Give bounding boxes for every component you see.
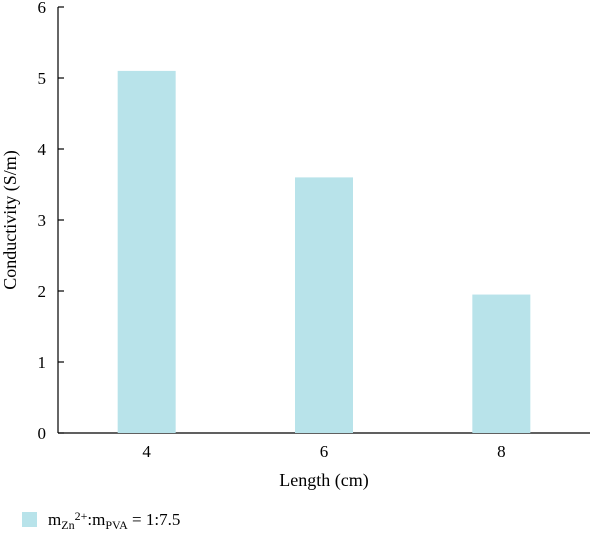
y-tick-label: 0 (38, 424, 47, 443)
legend-m2: m (92, 510, 105, 529)
y-tick-label: 6 (38, 0, 47, 17)
y-ticks: 0 1 2 3 4 5 6 (38, 0, 64, 443)
y-tick-label: 4 (38, 140, 47, 159)
x-tick-label: 8 (497, 442, 506, 461)
y-tick-label: 5 (38, 69, 47, 88)
y-axis-title: Conductivity (S/m) (0, 150, 21, 290)
legend-colon: : (87, 510, 92, 529)
legend-swatch (22, 512, 37, 527)
plot-area: 0 1 2 3 4 5 6 4 6 8 (38, 0, 590, 461)
y-tick-label: 2 (38, 282, 47, 301)
bar-4 (117, 70, 176, 434)
y-tick-label: 1 (38, 353, 47, 372)
x-tick-label: 6 (320, 442, 329, 461)
legend: mZn2+:mPVA = 1:7.5 (22, 509, 180, 532)
legend-sub1: Zn (61, 518, 74, 532)
bar-6 (295, 177, 353, 433)
y-tick-label: 3 (38, 211, 47, 230)
x-tick-label: 4 (142, 442, 151, 461)
bar-8 (472, 294, 531, 433)
legend-m1: m (48, 510, 61, 529)
legend-ratio: = 1:7.5 (128, 510, 181, 529)
legend-sup1: 2+ (75, 509, 88, 523)
x-axis-title: Length (cm) (279, 470, 368, 491)
bars (117, 70, 531, 434)
legend-sub2: PVA (105, 518, 128, 532)
legend-label: mZn2+:mPVA = 1:7.5 (48, 509, 180, 532)
